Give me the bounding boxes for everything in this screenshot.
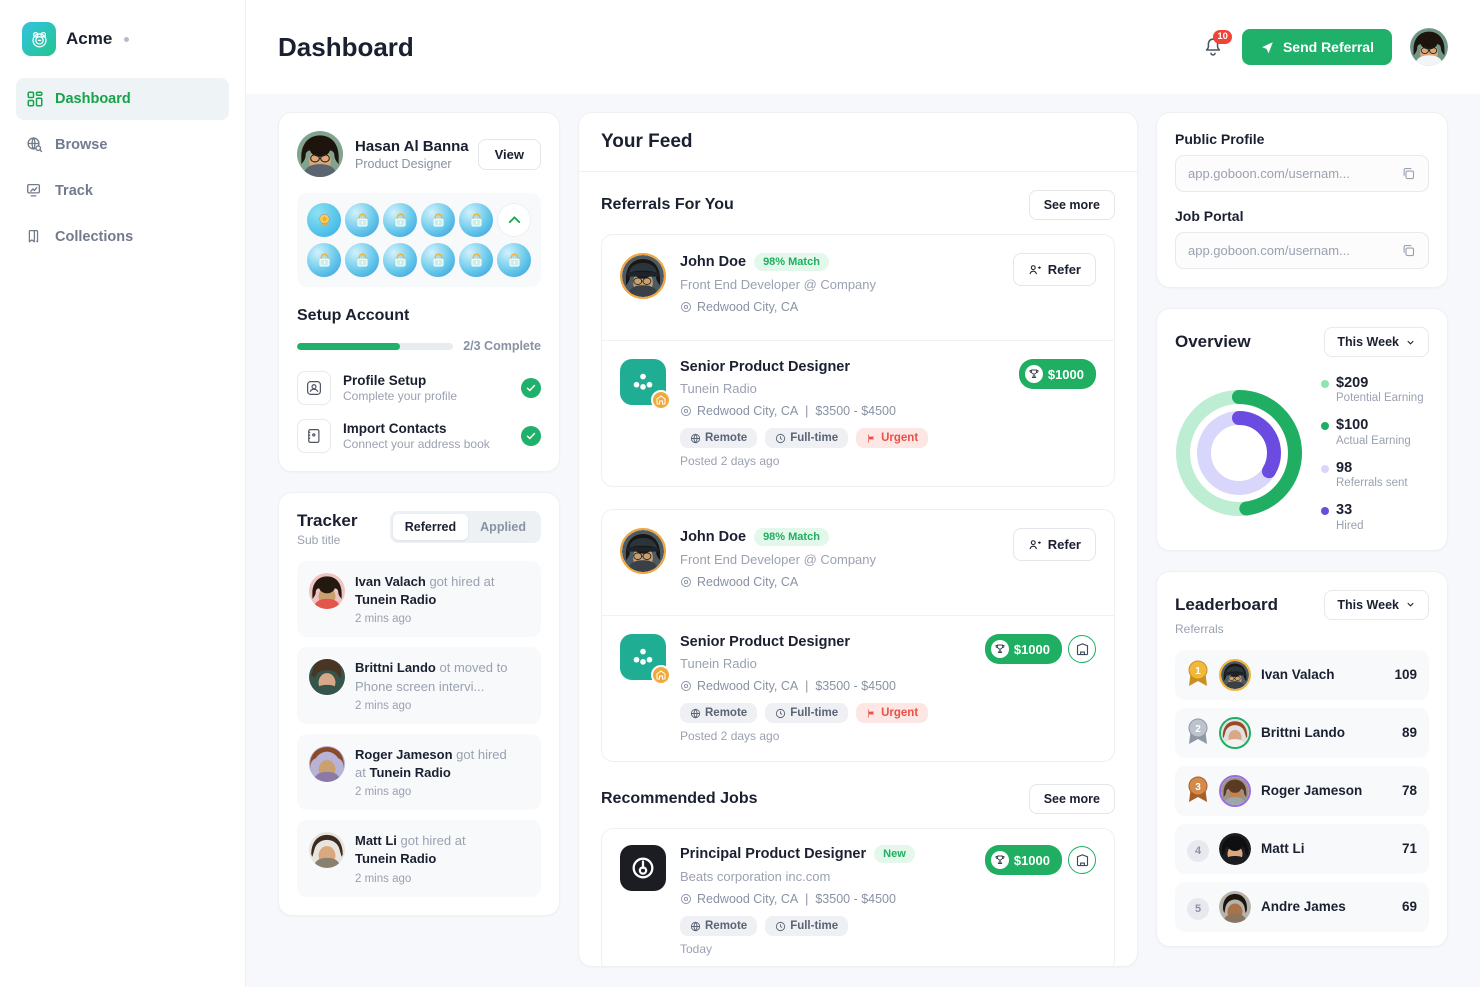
svg-text:3: 3 (1195, 782, 1201, 793)
svg-text:2: 2 (1195, 724, 1201, 735)
svg-text:1: 1 (1195, 666, 1201, 677)
